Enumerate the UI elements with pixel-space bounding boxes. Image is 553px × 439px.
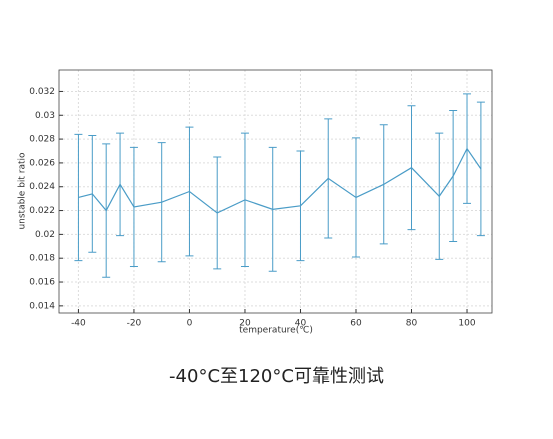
error-bar [407,105,416,231]
y-tick-label: 0.024 [29,182,55,192]
error-bar [435,132,444,260]
error-bar [157,142,166,263]
y-tick-label: 0.028 [29,135,55,145]
error-bar [102,143,111,278]
x-tick-label: 100 [458,319,475,329]
error-bar [213,156,222,270]
y-tick-label: 0.032 [29,87,55,97]
error-bar [240,132,249,268]
x-tick-label: -20 [127,319,142,329]
x-tick-label: 60 [350,319,362,329]
error-bar [185,126,194,257]
x-tick-label: -40 [71,319,86,329]
y-axis-label: unstable bit ratio [18,152,28,230]
error-bar [449,110,458,243]
plot-frame [58,69,493,314]
error-bar [116,132,125,237]
x-tick-label: 80 [406,319,418,329]
chart: unstable bit ratio temperature(℃) 0.014 0… [18,69,493,336]
error-bar [296,150,305,262]
x-tick-label: 0 [187,319,193,329]
error-bar [463,93,472,204]
x-axis-label: temperature(℃) [239,326,313,336]
error-bar [268,146,277,272]
y-tick-label: 0.016 [29,278,55,288]
error-bar [324,118,333,239]
y-tick-label: 0.022 [29,206,55,216]
error-bar [351,137,360,258]
y-tick-label: 0.014 [29,301,55,311]
y-tick-label: 0.03 [35,111,55,121]
caption: -40°C至120°C可靠性测试 [169,366,384,387]
x-tick-label: 20 [239,319,251,329]
error-bar [74,133,83,262]
y-tick-label: 0.026 [29,158,55,168]
y-tick-label: 0.018 [29,254,55,264]
y-tick-label: 0.02 [35,230,55,240]
error-bar [88,135,97,253]
x-tick-label: 40 [295,319,307,329]
error-bar [379,124,388,245]
error-bar [129,146,138,268]
series-line [78,147,482,214]
error-bar [476,101,485,237]
